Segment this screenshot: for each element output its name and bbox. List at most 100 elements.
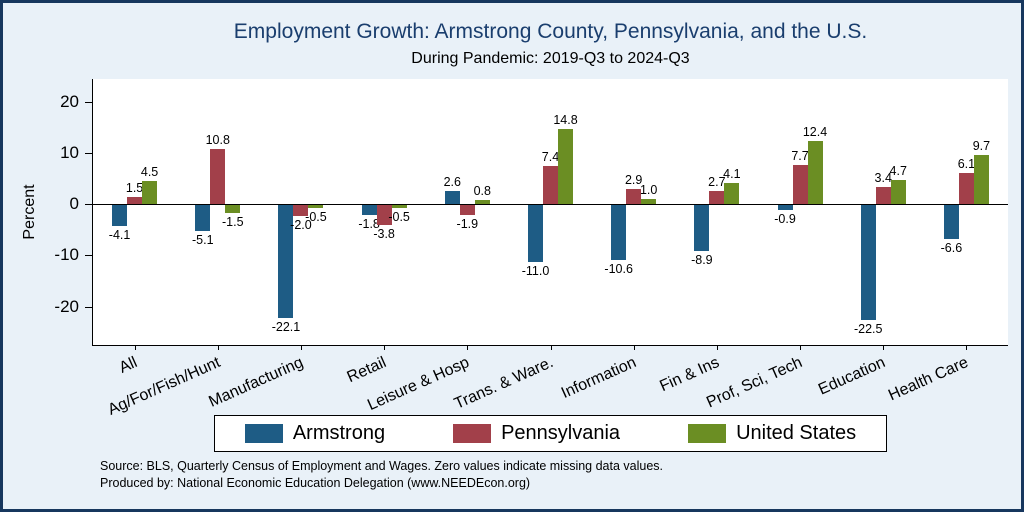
y-tick-label: 0 xyxy=(69,194,79,214)
value-label: 0.8 xyxy=(473,184,491,199)
value-label: -11.0 xyxy=(521,263,550,278)
value-label: 14.8 xyxy=(553,112,578,127)
x-tick xyxy=(550,345,552,350)
bar-armstrong xyxy=(943,205,959,240)
value-label: 2.9 xyxy=(624,173,643,188)
bar-armstrong xyxy=(528,205,543,262)
bar-united-states xyxy=(391,205,407,208)
legend-item: Pennsylvania xyxy=(453,422,620,445)
bar-pennsylvania xyxy=(210,149,226,205)
bar-armstrong xyxy=(860,205,876,321)
bar-armstrong xyxy=(694,205,710,251)
y-axis xyxy=(92,79,93,346)
value-label: -4.1 xyxy=(108,228,131,243)
y-tick xyxy=(85,204,93,206)
x-tick xyxy=(883,345,885,350)
value-label: 12.4 xyxy=(802,124,828,139)
x-tick xyxy=(217,345,219,350)
chart-title: Employment Growth: Armstrong County, Pen… xyxy=(233,20,868,43)
value-label: 1.0 xyxy=(639,183,658,198)
bar-united-states xyxy=(973,154,989,205)
x-tick xyxy=(467,345,469,350)
legend-item: Armstrong xyxy=(244,422,386,445)
value-label: 10.8 xyxy=(205,133,230,148)
value-label: -2.0 xyxy=(290,217,312,232)
bar-pennsylvania xyxy=(376,205,392,225)
bar-armstrong xyxy=(611,205,627,260)
value-label: 9.7 xyxy=(972,138,991,153)
y-tick-label: -20 xyxy=(54,296,79,316)
legend-swatch xyxy=(453,424,492,443)
bar-armstrong xyxy=(195,205,211,232)
y-tick xyxy=(85,153,93,155)
value-label: 4.1 xyxy=(723,167,741,182)
footnotes: Source: BLS, Quarterly Census of Employm… xyxy=(100,458,663,491)
value-label: 4.7 xyxy=(889,164,907,179)
x-tick xyxy=(633,345,635,350)
value-label: -0.9 xyxy=(774,211,796,226)
y-tick-label: 20 xyxy=(60,92,79,112)
value-label: 4.5 xyxy=(140,165,159,180)
bar-pennsylvania xyxy=(709,190,725,205)
legend-item: United States xyxy=(688,422,856,445)
value-label: -0.5 xyxy=(388,209,410,224)
value-label: -3.8 xyxy=(373,226,395,241)
bar-united-states xyxy=(724,183,740,205)
value-label: -1.9 xyxy=(456,217,479,232)
bar-united-states xyxy=(308,205,324,208)
y-tick-label: -10 xyxy=(54,245,79,265)
x-tick xyxy=(716,345,718,350)
bar-pennsylvania xyxy=(459,205,475,216)
bar-pennsylvania xyxy=(958,173,974,205)
bar-united-states xyxy=(225,205,241,213)
value-label: -10.6 xyxy=(604,261,633,276)
value-label: 2.6 xyxy=(443,175,461,190)
producer-note: Produced by: National Economic Education… xyxy=(100,475,531,490)
bar-united-states xyxy=(807,140,823,205)
value-label: 3.4 xyxy=(874,170,892,185)
value-label: 7.4 xyxy=(541,150,560,165)
x-tick xyxy=(384,345,386,350)
value-label: -22.5 xyxy=(853,322,883,337)
x-tick xyxy=(300,345,302,350)
legend-swatch xyxy=(688,424,727,443)
legend-label: Armstrong xyxy=(292,422,386,444)
legend-label: United States xyxy=(736,422,857,444)
value-label: -5.1 xyxy=(191,233,214,248)
value-label: 2.7 xyxy=(708,174,726,189)
bar-united-states xyxy=(558,128,573,205)
x-axis xyxy=(92,345,1008,346)
legend-swatch xyxy=(244,424,283,443)
bar-united-states xyxy=(890,180,906,205)
value-label: -0.5 xyxy=(305,209,327,224)
plot-area: 20 10 0 -10 -20 All -4.1 1.5 4.5 Ag/For/Fish/Hunt… xyxy=(54,79,1008,419)
chart-subtitle: During Pandemic: 2019-Q3 to 2024-Q3 xyxy=(411,50,690,67)
bar-united-states xyxy=(641,199,657,205)
x-tick xyxy=(966,345,968,350)
bar-united-states xyxy=(142,181,158,205)
value-label: -8.9 xyxy=(691,252,713,267)
source-note: Source: BLS, Quarterly Census of Employm… xyxy=(100,459,664,473)
bar-pennsylvania xyxy=(792,164,808,205)
value-label: -6.6 xyxy=(940,241,963,256)
value-label: -22.1 xyxy=(271,320,301,335)
legend-row: Armstrong Pennsylvania United States xyxy=(93,415,1008,452)
legend-label: Pennsylvania xyxy=(501,422,621,444)
bar-armstrong xyxy=(278,205,294,319)
bar-pennsylvania xyxy=(875,186,891,205)
legend: Armstrong Pennsylvania United States xyxy=(213,415,888,452)
y-tick xyxy=(85,102,93,104)
y-tick-label: 10 xyxy=(60,143,79,163)
bar-united-states xyxy=(474,200,490,205)
zero-line xyxy=(93,204,1008,206)
value-label: 1.5 xyxy=(125,180,144,195)
value-label: 7.7 xyxy=(791,148,809,163)
bar-armstrong xyxy=(361,205,377,215)
y-tick xyxy=(85,306,93,308)
bar-pennsylvania xyxy=(127,196,143,205)
bar-armstrong xyxy=(112,205,128,227)
x-tick xyxy=(134,345,136,350)
x-tick xyxy=(800,345,802,350)
value-label: -1.8 xyxy=(358,216,380,231)
